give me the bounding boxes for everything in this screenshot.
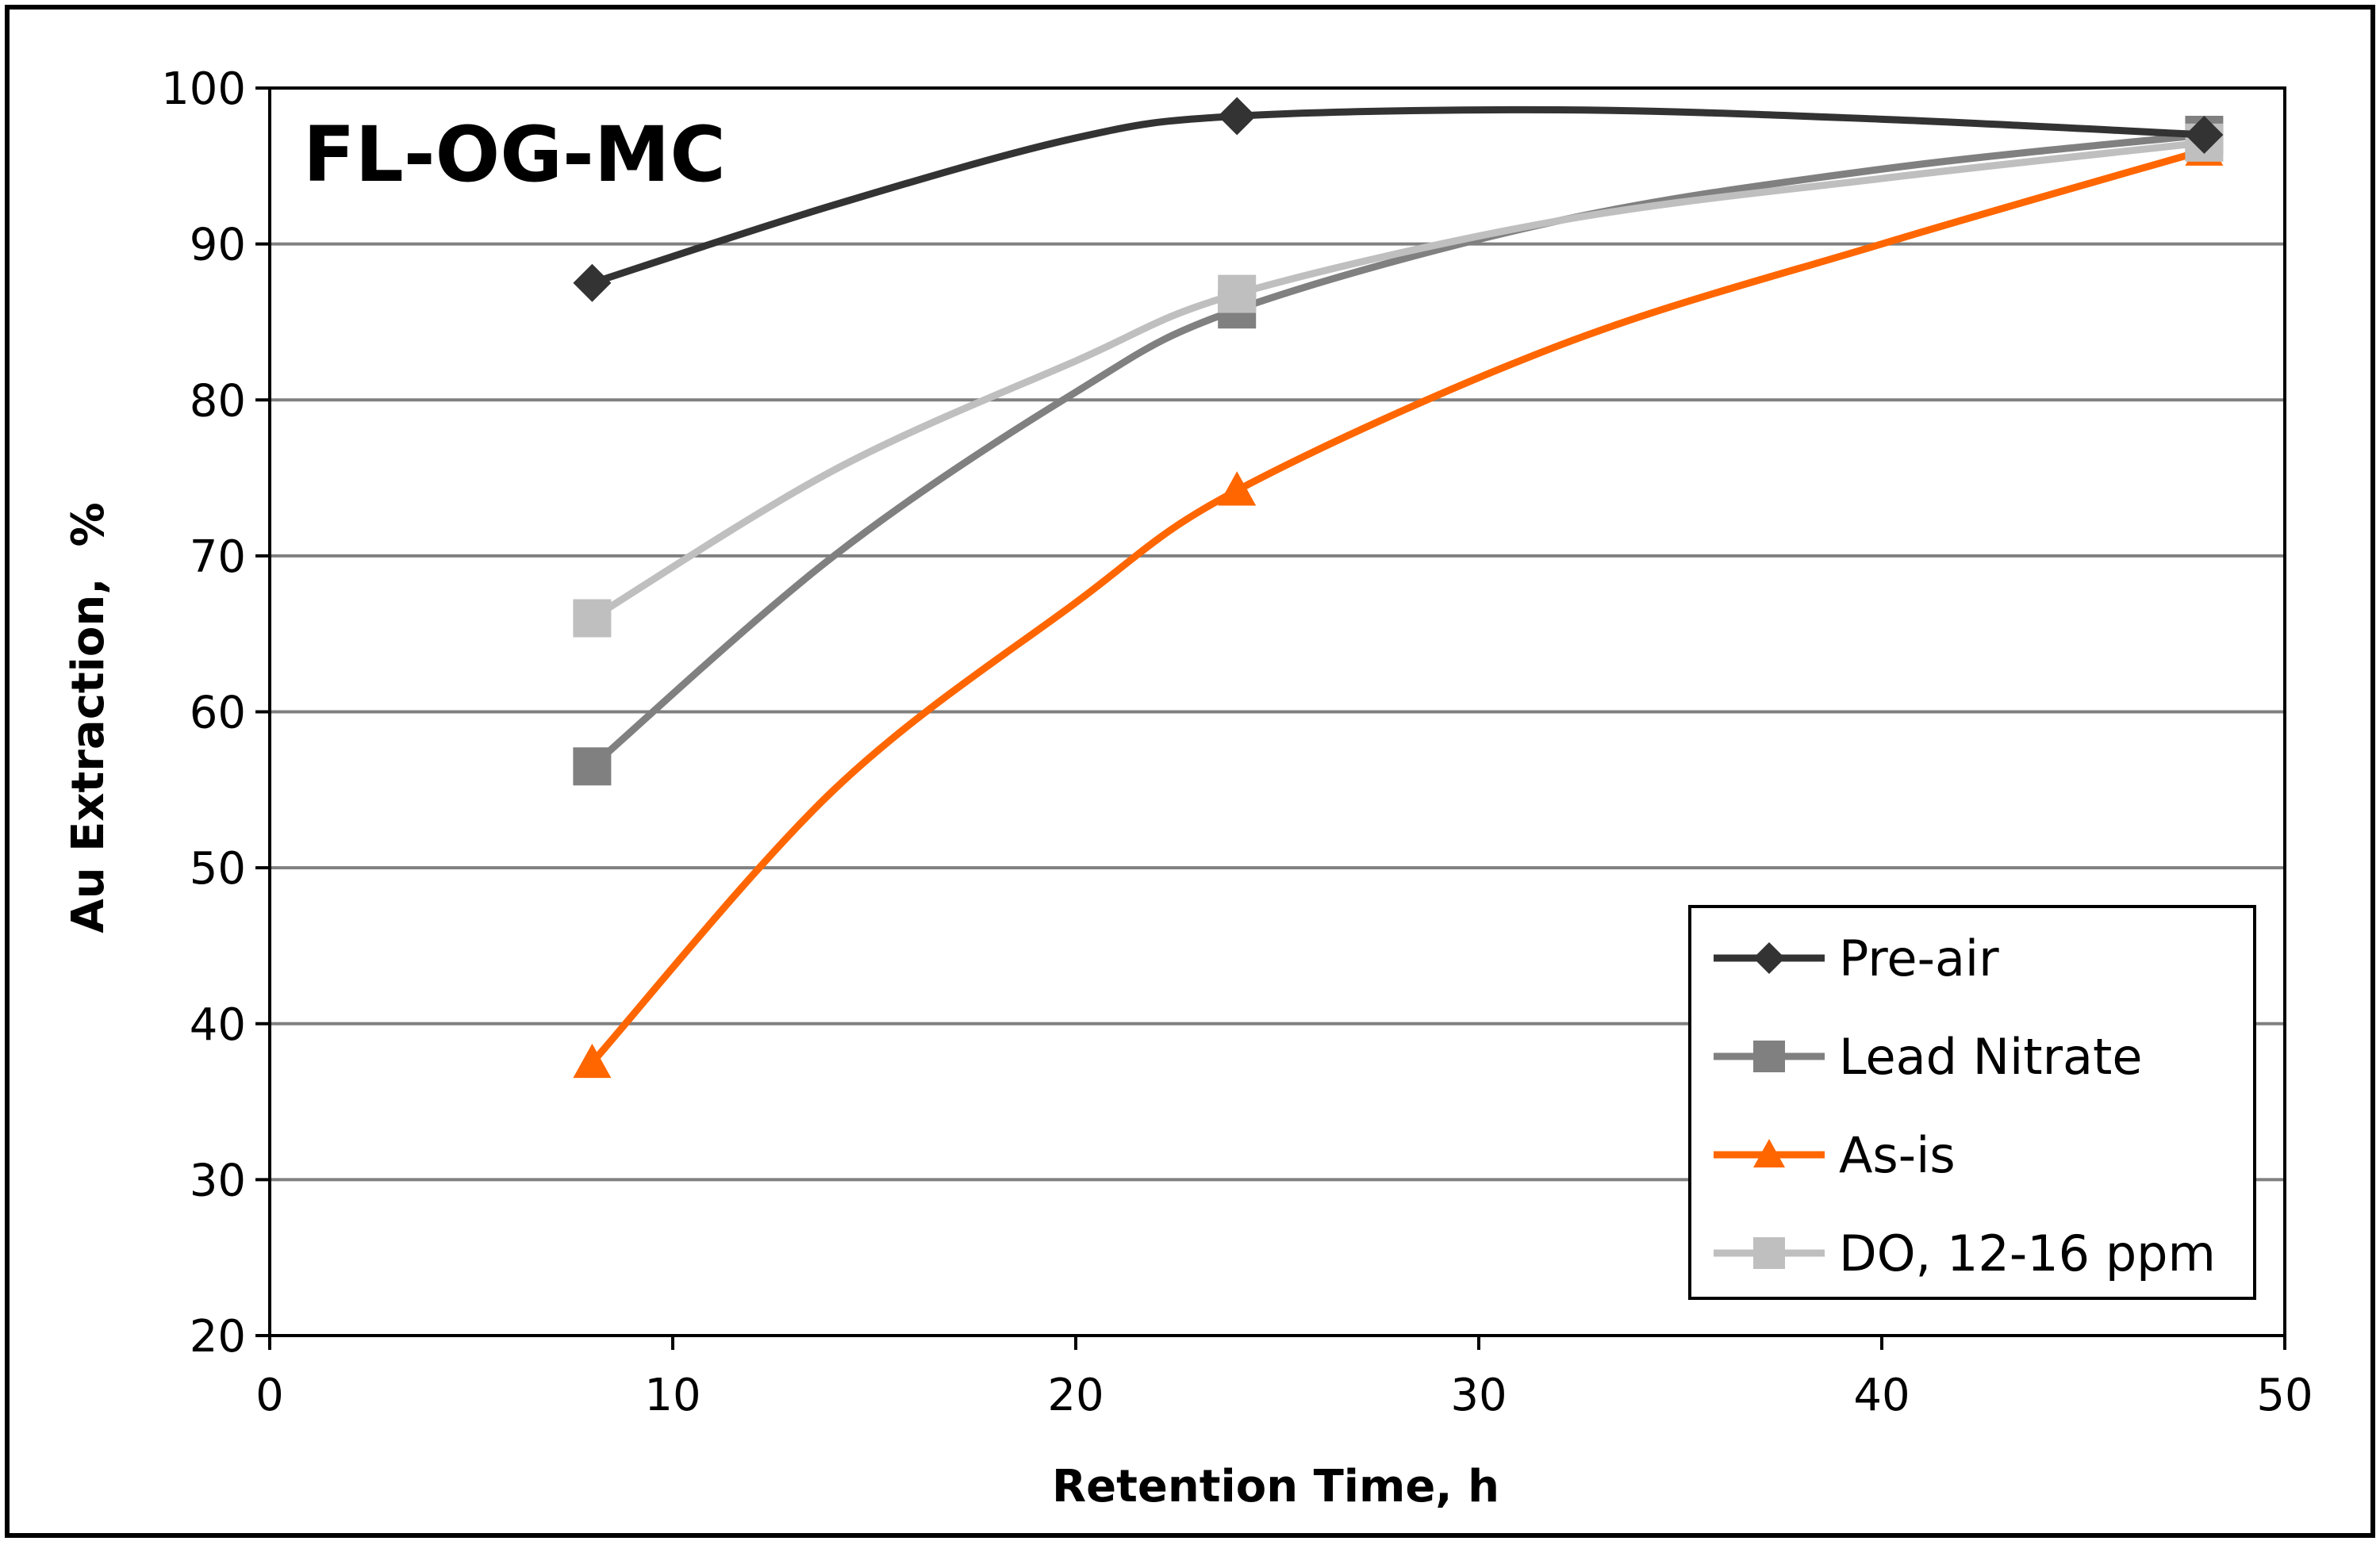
x-tick-label: 50	[2256, 1370, 2313, 1421]
legend-box	[1688, 905, 2256, 1300]
legend-marker-lead-nitrate	[1753, 1041, 1785, 1072]
data-point-pre-air	[1218, 97, 1257, 136]
y-tick-label: 20	[190, 1311, 246, 1363]
y-tick-label: 80	[190, 375, 246, 427]
legend-label-do-12-16-ppm: DO, 12-16 ppm	[1839, 1225, 2216, 1282]
data-point-as-is	[1218, 471, 1257, 506]
data-point-lead-nitrate	[573, 747, 612, 786]
x-tick-label: 40	[1853, 1370, 1910, 1421]
data-point-do-12-16-ppm	[573, 599, 612, 638]
y-axis-title: Au Extraction, %	[63, 502, 114, 933]
legend-item-pre-air: Pre-air	[1714, 930, 1999, 987]
series-line-pre-air	[588, 105, 2208, 287]
y-tick-label: 40	[190, 999, 246, 1051]
x-axis-title: Retention Time, h	[1052, 1461, 1499, 1512]
x-tick-label: 20	[1047, 1370, 1104, 1421]
data-point-pre-air	[573, 263, 612, 302]
series-line-lead-nitrate	[588, 131, 2208, 770]
y-tick-label: 30	[190, 1155, 246, 1206]
series-lines	[573, 97, 2224, 1079]
x-tick-label: 30	[1450, 1370, 1507, 1421]
x-tick-label: 10	[644, 1370, 701, 1421]
legend-marker-do-12-16-ppm	[1753, 1237, 1785, 1269]
tick-labels: 20 30 40 50 60 70 80 90 100 0 10 20 30 40 50	[161, 63, 2313, 1421]
series-line-do-12-16-ppm	[588, 139, 2208, 623]
legend-item-do-12-16-ppm: DO, 12-16 ppm	[1714, 1225, 2216, 1282]
chart-title: FL-OG-MC	[303, 110, 726, 199]
series-do-12-16-ppm	[573, 123, 2224, 638]
legend-label-as-is: As-is	[1839, 1126, 1956, 1184]
legend-label-lead-nitrate: Lead Nitrate	[1839, 1028, 2143, 1086]
y-tick-label: 70	[190, 531, 246, 583]
y-tick-label: 50	[190, 843, 246, 895]
x-tick-label: 0	[255, 1370, 284, 1421]
data-point-as-is	[573, 1043, 612, 1079]
data-point-pre-air	[2185, 115, 2224, 154]
y-tick-label: 100	[161, 63, 246, 115]
y-tick-label: 60	[190, 688, 246, 739]
legend-label-pre-air: Pre-air	[1839, 930, 1999, 987]
legend-marker-pre-air	[1753, 942, 1785, 974]
series-pre-air	[573, 97, 2224, 302]
legend: Pre-air Lead Nitrate As-is DO, 12-16 ppm	[1688, 905, 2256, 1300]
y-tick-label: 90	[190, 220, 246, 271]
legend-item-as-is: As-is	[1714, 1126, 1956, 1184]
legend-item-lead-nitrate: Lead Nitrate	[1714, 1028, 2143, 1086]
legend-marker-as-is	[1753, 1139, 1785, 1167]
data-point-do-12-16-ppm	[1218, 274, 1257, 313]
series-line-as-is	[588, 147, 2208, 1067]
